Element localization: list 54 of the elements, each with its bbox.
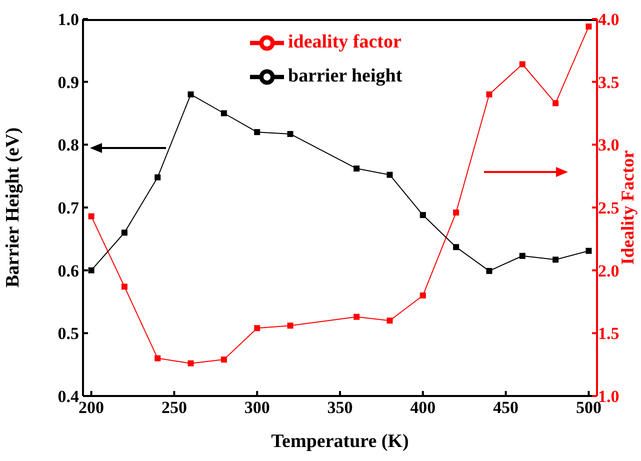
y-axis-title: Barrier Height (eV) bbox=[2, 127, 24, 288]
point bbox=[254, 325, 260, 332]
point bbox=[453, 210, 460, 216]
point bbox=[486, 91, 492, 98]
point bbox=[420, 212, 426, 218]
point bbox=[386, 318, 393, 324]
x-tick-label: 500 bbox=[576, 398, 602, 418]
legend-label: ideality factor bbox=[288, 31, 402, 52]
x-axis-title: Temperature (K) bbox=[271, 431, 409, 452]
point bbox=[287, 322, 294, 329]
point bbox=[552, 100, 559, 106]
y-tick-label: 0.8 bbox=[58, 136, 79, 155]
point bbox=[386, 172, 393, 178]
point bbox=[354, 314, 360, 320]
x-tick-label: 450 bbox=[493, 398, 519, 418]
y2-tick-label: 2.5 bbox=[598, 198, 620, 218]
x-tick-label: 200 bbox=[78, 398, 104, 418]
point bbox=[121, 230, 128, 236]
point bbox=[154, 355, 161, 362]
point bbox=[254, 129, 260, 136]
point bbox=[486, 268, 492, 274]
y2-tick-label: 1.5 bbox=[598, 324, 620, 344]
x-tick-label: 350 bbox=[327, 398, 353, 418]
point bbox=[586, 248, 592, 254]
point bbox=[552, 256, 559, 263]
y2-tick-label: 2.0 bbox=[598, 261, 620, 280]
x-tick-label: 400 bbox=[410, 398, 436, 418]
point bbox=[586, 24, 592, 30]
y-tick-label: 0.9 bbox=[58, 72, 79, 92]
point bbox=[121, 284, 128, 290]
point bbox=[188, 360, 194, 366]
point bbox=[88, 267, 94, 274]
x-tick-label: 300 bbox=[244, 398, 270, 418]
point bbox=[453, 244, 460, 250]
point bbox=[220, 110, 227, 116]
point bbox=[220, 356, 227, 363]
y2-tick-label: 4.0 bbox=[598, 10, 620, 30]
y-tick-label: 0.4 bbox=[58, 387, 80, 406]
y-tick-label: 0.6 bbox=[58, 261, 79, 280]
point bbox=[519, 61, 526, 68]
point bbox=[354, 166, 360, 172]
point bbox=[420, 292, 426, 298]
legend-label: barrier height bbox=[288, 65, 402, 86]
y2-tick-label: 3.0 bbox=[598, 136, 620, 155]
point bbox=[188, 91, 194, 98]
point bbox=[154, 174, 161, 180]
x-tick-label: 250 bbox=[161, 398, 187, 418]
y-tick-label: 1.0 bbox=[58, 10, 79, 30]
point bbox=[287, 130, 294, 137]
point bbox=[519, 252, 526, 259]
y2-tick-label: 3.5 bbox=[598, 72, 620, 92]
y-tick-label: 0.7 bbox=[58, 198, 80, 218]
point bbox=[88, 213, 94, 220]
y-tick-label: 0.5 bbox=[58, 324, 79, 344]
